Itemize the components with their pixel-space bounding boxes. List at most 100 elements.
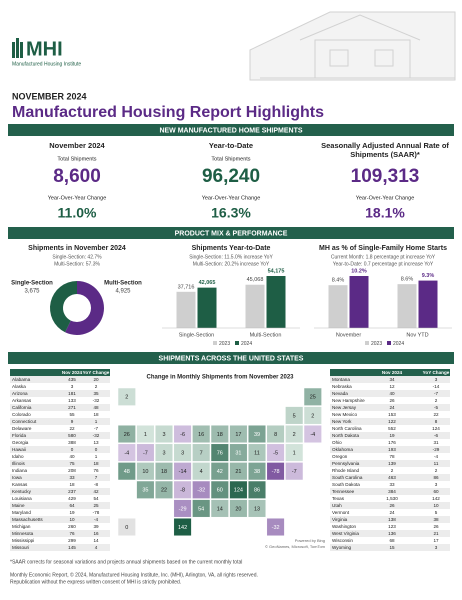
state-name: Wyoming: [332, 545, 352, 550]
state-yoy: 76: [93, 468, 99, 473]
x-tick-label: November: [336, 332, 362, 338]
state-name: Delaware: [12, 426, 32, 431]
stat-change: 11.0%: [58, 205, 97, 221]
state-yoy: 25: [93, 503, 99, 508]
stat-change-label: Year-Over-Year Change: [48, 195, 107, 201]
legend-label: 2024: [393, 341, 404, 347]
state-shipments: 78: [389, 454, 395, 459]
state-name: Hawaii: [12, 447, 26, 452]
state-yoy: 4: [95, 545, 98, 550]
state-tile: [154, 443, 174, 462]
state-tile: [117, 387, 136, 406]
state-yoy: 3: [435, 545, 438, 550]
state-shipments: 580: [68, 433, 76, 438]
state-name: Oregon: [332, 454, 348, 459]
state-shipments: 384: [388, 489, 396, 494]
rights-notice: Republication without the express writte…: [10, 579, 181, 585]
state-tile: [247, 443, 267, 462]
state-tile-label: 48: [124, 469, 130, 475]
stat-value: 96,240: [202, 166, 260, 187]
state-tile: [192, 499, 211, 518]
state-tile-label: -5: [273, 450, 278, 456]
bar: [349, 276, 369, 328]
state-yoy: -78: [93, 510, 100, 515]
state-tile-label: 1: [293, 450, 296, 456]
table-row: [10, 502, 110, 509]
state-name: Virginia: [332, 517, 348, 522]
state-name: North Dakota: [332, 433, 360, 438]
state-shipments: 145: [68, 545, 76, 550]
state-tile: [210, 480, 229, 499]
state-shipments: 1,530: [386, 496, 398, 501]
state-shipments: 271: [68, 405, 76, 410]
stat-title: November 2024: [49, 141, 105, 150]
state-shipments: 208: [68, 468, 76, 473]
state-tile-label: 17: [235, 432, 241, 438]
table-row: [10, 404, 110, 411]
state-shipments: 40: [389, 391, 395, 396]
state-name: Alabama: [12, 377, 31, 382]
state-tile-label: 86: [254, 488, 260, 494]
bar-value-label: 8.6%: [401, 277, 414, 283]
table-row: [10, 460, 110, 467]
state-name: Washington: [332, 524, 357, 529]
state-tile-label: 22: [161, 488, 167, 494]
state-tile-label: -29: [179, 506, 187, 512]
state-tile-label: 39: [254, 432, 260, 438]
state-yoy: 1: [95, 419, 98, 424]
state-tile-label: -7: [292, 469, 297, 475]
state-shipments: 26: [389, 398, 395, 403]
state-tile-label: 25: [310, 395, 316, 401]
state-tile-label: 60: [217, 488, 223, 494]
state-yoy: 13: [93, 440, 99, 445]
panel-note: Current Month: 1.8 percentage pt increas…: [331, 254, 436, 260]
panel-note: Single-Section: 42.7%: [52, 254, 102, 260]
state-tile: [173, 499, 192, 518]
state-yoy: 142: [432, 496, 440, 501]
state-tile: [303, 387, 322, 406]
state-name: New Jersay: [332, 405, 357, 410]
table-row: [330, 404, 450, 411]
legend-label: 2023: [219, 341, 230, 347]
state-tile-label: 2: [125, 395, 128, 401]
state-yoy: 2: [435, 398, 438, 403]
table-row: [10, 474, 110, 481]
state-tile: [266, 424, 285, 444]
state-name: Minnesota: [12, 531, 34, 536]
table-column-header: Nov 2024: [62, 370, 83, 375]
state-yoy: 42: [93, 489, 99, 494]
state-name: Florida: [12, 433, 26, 438]
state-name: Wisconsin: [332, 538, 353, 543]
state-tile: [229, 443, 248, 462]
table-column-header: YoY Change: [83, 370, 110, 375]
state-shipments: 0: [71, 447, 74, 452]
state-tile-label: 38: [254, 469, 260, 475]
state-yoy: 31: [433, 440, 439, 445]
state-name: Mississippi: [12, 538, 34, 543]
state-tile-label: 18: [217, 432, 223, 438]
state-shipments: 463: [388, 475, 396, 480]
state-shipments: 133: [68, 398, 76, 403]
state-yoy: 0: [95, 447, 98, 452]
bar-value-label: 42,065: [199, 280, 216, 286]
stat-change-label: Year-Over-Year Change: [202, 195, 261, 201]
table-row: [330, 418, 450, 425]
state-tile: [285, 406, 304, 425]
state-name: Michigan: [12, 524, 31, 529]
table-row: [330, 474, 450, 481]
state-tile: [117, 424, 136, 444]
state-shipments: 181: [68, 391, 76, 396]
state-name: Oklahoma: [332, 447, 353, 452]
legend-label: 2024: [241, 341, 252, 347]
state-name: North Carolina: [332, 426, 362, 431]
section-heading: SHIPMENTS ACROSS THE UNITED STATES: [159, 355, 304, 362]
state-yoy: 35: [93, 391, 99, 396]
stat-value: 109,313: [351, 166, 420, 187]
state-shipments: 139: [388, 461, 396, 466]
state-tile-label: 142: [178, 525, 187, 531]
x-tick-label: Nov YTD: [406, 332, 428, 338]
state-yoy: -7: [94, 426, 99, 431]
table-row: [330, 502, 450, 509]
bar: [176, 291, 196, 328]
